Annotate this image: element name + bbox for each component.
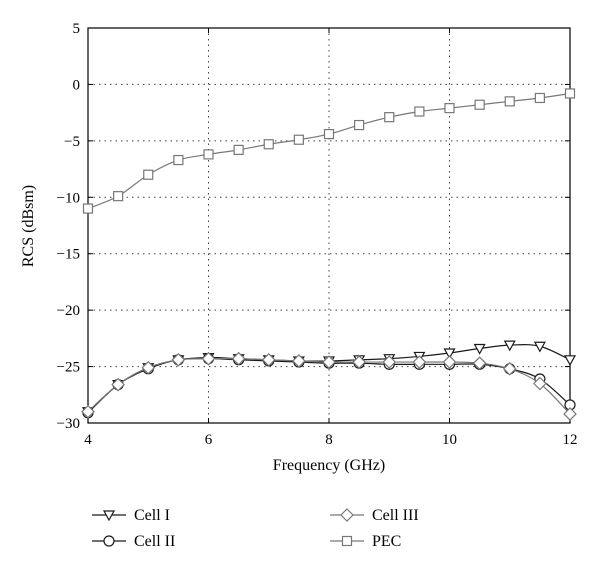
data-point-square <box>203 149 214 160</box>
axis-ticks: 4 6 8 10 12 5 0 −5 −10 −15 −20 −25 −30 <box>57 21 578 448</box>
series-cell-i <box>81 340 577 418</box>
data-point-diamond <box>442 355 457 369</box>
data-point-square <box>293 134 304 145</box>
data-point-diamond <box>111 377 125 392</box>
y-tick-label: −20 <box>57 303 80 319</box>
series-cell-iii <box>81 351 577 421</box>
data-point-diamond <box>563 407 577 421</box>
data-point-square <box>504 96 515 107</box>
data-point-square <box>414 106 425 117</box>
data-point-diamond <box>340 508 354 522</box>
series-line-cell-i <box>87 344 571 413</box>
data-point-square <box>173 154 184 166</box>
data-point-diamond <box>171 352 186 367</box>
legend-label: Cell II <box>134 533 175 550</box>
data-point-square <box>113 191 124 202</box>
data-point-diamond <box>231 351 246 366</box>
legend-label: Cell I <box>134 507 170 524</box>
data-point-diamond <box>292 354 306 368</box>
y-tick-label: 0 <box>73 77 81 93</box>
data-point-square <box>534 92 545 104</box>
data-point-diamond <box>382 355 397 369</box>
data-point-triangle <box>503 340 516 352</box>
data-point-square <box>354 119 365 131</box>
data-point-triangle <box>473 343 486 355</box>
legend-label: Cell III <box>372 507 419 524</box>
data-point-square <box>143 169 154 180</box>
legend-item-cell-i: Cell I <box>92 507 170 524</box>
x-tick-label: 12 <box>563 432 578 448</box>
data-point-triangle <box>443 348 456 360</box>
x-tick-label: 6 <box>205 432 213 448</box>
y-tick-label: −30 <box>57 416 80 432</box>
data-point-diamond <box>141 360 156 375</box>
data-point-square <box>384 112 395 123</box>
y-tick-label: −10 <box>57 190 80 206</box>
legend-item-cell-ii: Cell II <box>92 533 175 550</box>
data-point-square <box>263 139 274 150</box>
legend-item-pec: PEC <box>330 533 401 550</box>
data-point-square <box>444 103 455 114</box>
y-tick-label: −5 <box>64 134 80 150</box>
legend-item-cell-iii: Cell III <box>330 507 419 524</box>
y-tick-label: −15 <box>57 247 80 263</box>
data-point-square <box>474 99 485 110</box>
series-pec <box>82 88 576 214</box>
data-point-diamond <box>81 404 95 419</box>
series-lines <box>81 88 577 421</box>
x-axis-label: Frequency (GHz) <box>273 457 385 474</box>
data-point-diamond <box>502 361 517 376</box>
data-point-square <box>341 535 353 547</box>
data-point-diamond <box>412 355 427 369</box>
x-tick-label: 10 <box>442 432 457 448</box>
data-point-square <box>233 144 244 155</box>
data-point-circle <box>103 535 115 547</box>
legend-label: PEC <box>372 533 401 550</box>
y-tick-label: 5 <box>73 21 81 37</box>
data-point-diamond <box>352 355 366 369</box>
data-point-diamond <box>201 351 216 366</box>
y-tick-label: −25 <box>57 360 80 376</box>
data-point-square <box>323 128 335 140</box>
x-tick-label: 8 <box>325 432 333 448</box>
data-point-triangle <box>533 341 546 353</box>
data-point-square <box>564 88 576 99</box>
x-tick-label: 4 <box>84 432 92 448</box>
data-point-square <box>82 203 94 214</box>
data-point-triangle <box>563 355 577 367</box>
legend: Cell I Cell II Cell III PEC <box>92 507 419 550</box>
data-point-diamond <box>322 355 336 369</box>
data-point-triangle <box>102 510 116 522</box>
data-point-diamond <box>472 356 487 371</box>
data-point-diamond <box>533 376 547 391</box>
data-point-diamond <box>261 352 276 367</box>
grid-lines <box>88 28 570 423</box>
y-axis-label: RCS (dBsm) <box>20 185 37 267</box>
